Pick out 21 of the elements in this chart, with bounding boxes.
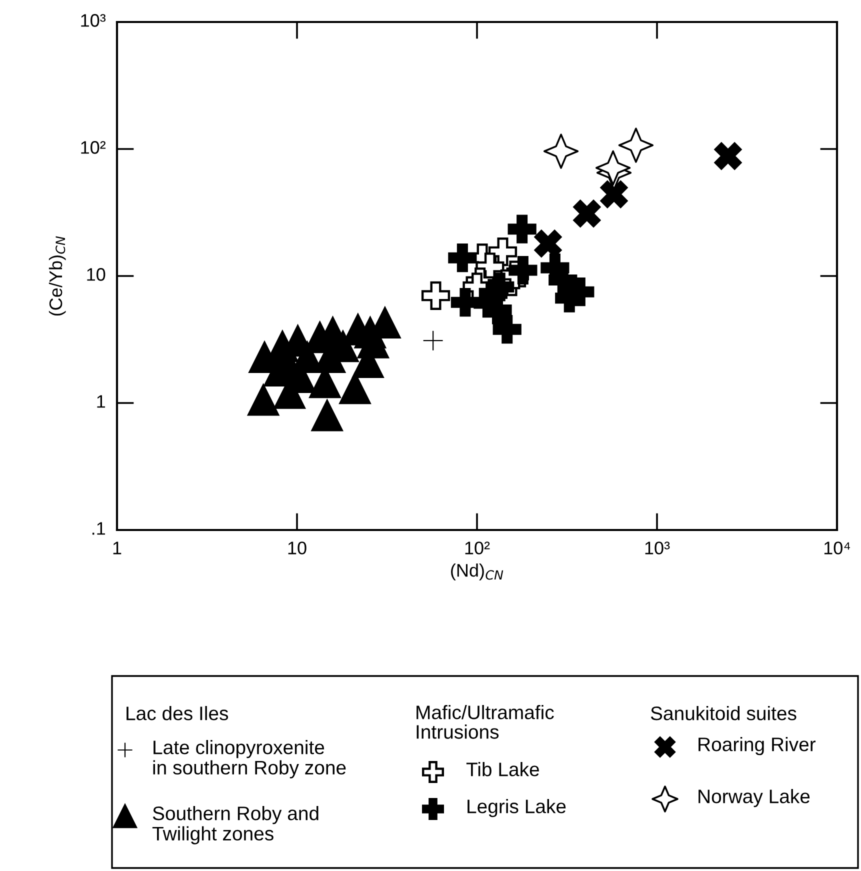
legend-label: Legris Lake <box>468 799 566 818</box>
legend-label: Roaring River <box>698 737 816 756</box>
x-tick-label: 10⁴ <box>824 542 850 554</box>
legend-label: Norway Lake <box>698 789 810 808</box>
legend-label: Southern Roby and Twilight zones <box>152 806 318 844</box>
y-axis-title: (Ce/Yb)$_{CN}$ <box>48 236 66 316</box>
y-tick-label: 10 <box>87 268 106 281</box>
text: Lac des Iles <box>126 706 228 720</box>
y-tick-label: 10² <box>81 141 106 154</box>
x-tick-label: 10³ <box>645 542 670 554</box>
x-tick-label: 10 <box>288 542 306 554</box>
y-tick-label: 1 <box>97 395 106 408</box>
y-tick-label: 10³ <box>81 14 106 27</box>
y-tick-label: .1 <box>92 522 106 535</box>
legend-label: Tib Lake <box>466 762 539 776</box>
text: Mafic/Ultramafic Intrusions <box>416 705 554 739</box>
legend-label: Late clinopyroxenite in southern Roby zone <box>153 740 346 778</box>
text: Sanukitoid suites <box>650 706 796 720</box>
x-tick-label: 10² <box>465 542 490 554</box>
x-tick-label: 1 <box>113 542 122 554</box>
x-axis-title: (Nd)$_{CN}$ <box>451 564 504 580</box>
